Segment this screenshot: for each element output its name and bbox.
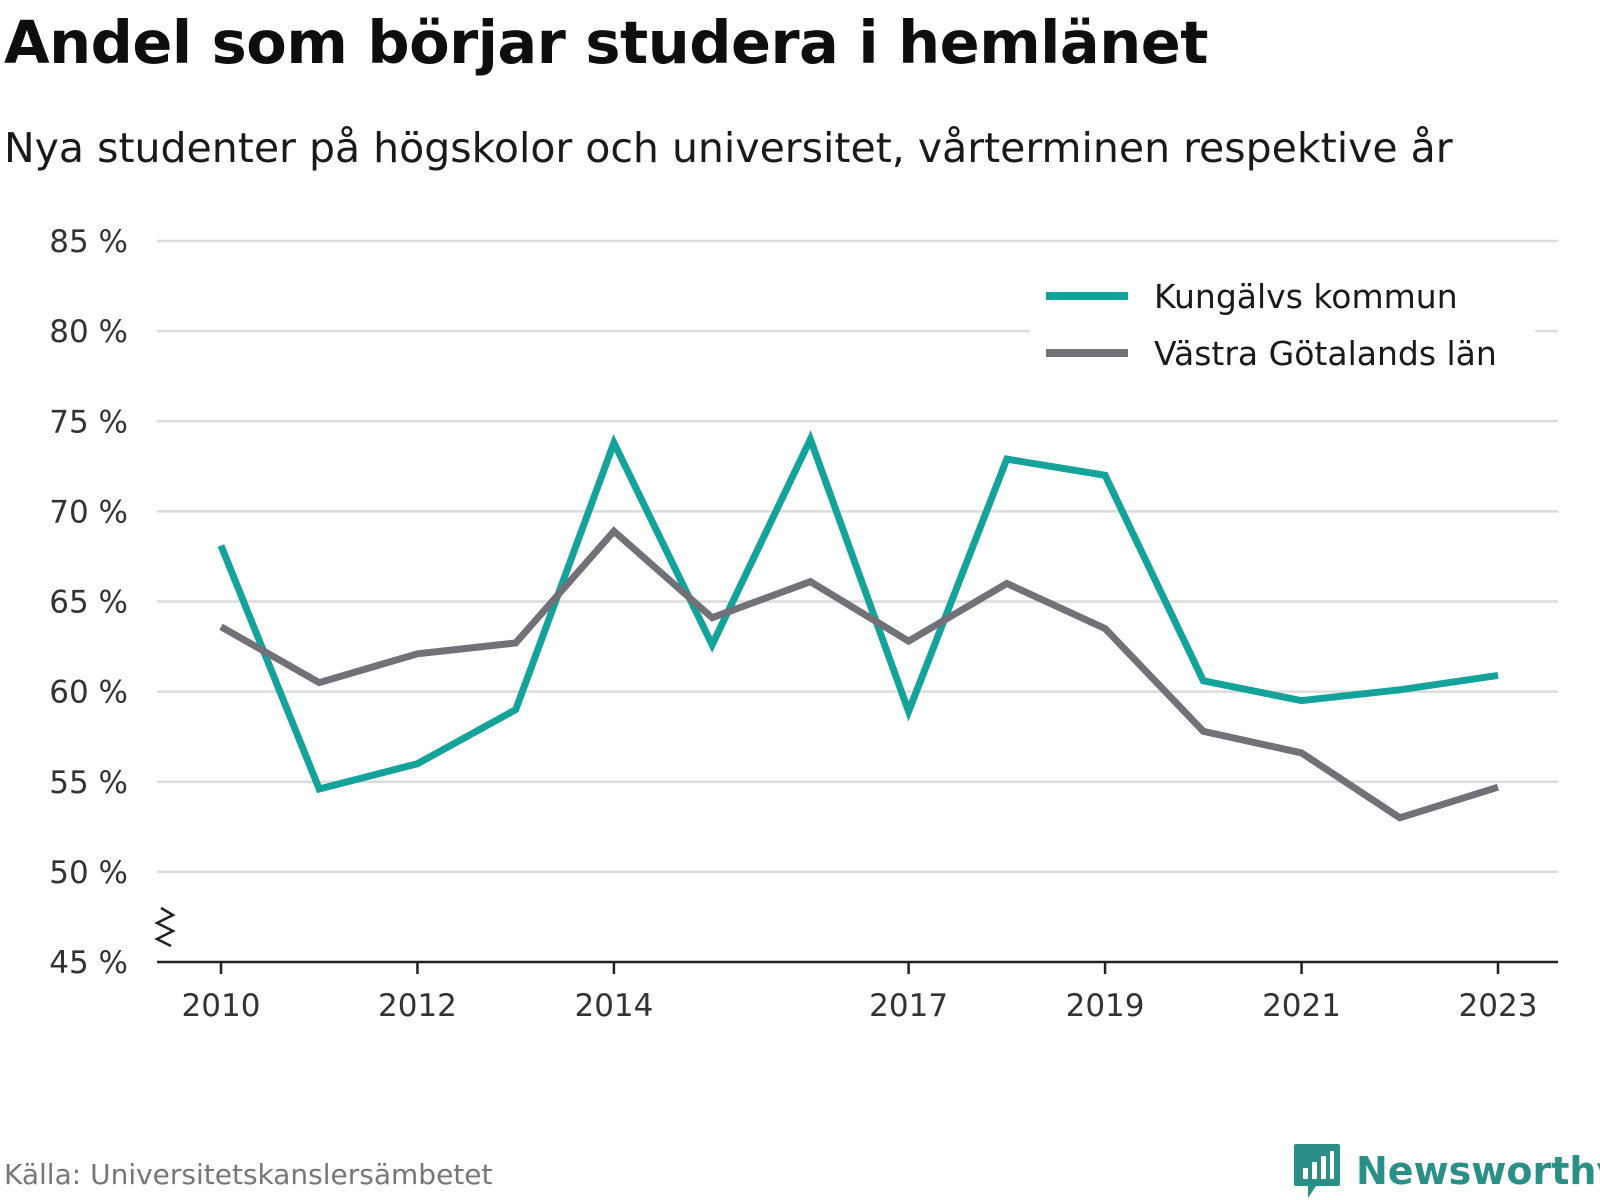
newsworthy-logo-icon [1294, 1144, 1340, 1198]
axis-break-icon [154, 906, 176, 948]
legend-label: Västra Götalands län [1154, 334, 1497, 373]
x-tick-label: 2010 [182, 988, 261, 1024]
y-tick-label: 75 % [49, 404, 128, 440]
x-axis-labels: 2010 2012 2014 2017 2019 2021 2023 [182, 988, 1538, 1024]
x-tick-label: 2019 [1066, 988, 1145, 1024]
chart-title: Andel som börjar studera i hemlänet [4, 8, 1208, 77]
y-tick-label: 45 % [49, 945, 128, 981]
x-tick-label: 2017 [869, 988, 948, 1024]
x-tick-label: 2023 [1459, 988, 1538, 1024]
y-tick-label: 65 % [49, 585, 128, 621]
source-note: Källa: Universitetskanslersämbetet [4, 1158, 493, 1191]
legend-label: Kungälvs kommun [1154, 277, 1458, 316]
line-chart: 45 % 50 % 55 % 60 % 65 % 70 % 75 % 80 % 85 % 201… [49, 224, 1558, 1024]
x-tick-label: 2014 [574, 988, 653, 1024]
brand-name: Newsworthy [1356, 1149, 1600, 1193]
series-line-vastra-gotaland [219, 526, 1500, 822]
y-tick-label: 80 % [49, 314, 128, 350]
legend: Kungälvs kommun Västra Götalands län [1030, 258, 1535, 380]
y-tick-label: 70 % [49, 494, 128, 530]
x-tick-label: 2021 [1262, 988, 1341, 1024]
x-tick-label: 2012 [378, 988, 457, 1024]
y-tick-label: 50 % [49, 855, 128, 891]
brand-logo: Newsworthy [1292, 1142, 1600, 1200]
chart-subtitle: Nya studenter på högskolor och universit… [4, 124, 1453, 172]
legend-background [1030, 258, 1535, 380]
y-axis-labels: 45 % 50 % 55 % 60 % 65 % 70 % 75 % 80 % 85 % [49, 224, 128, 981]
x-axis [154, 906, 1558, 974]
y-tick-label: 60 % [49, 675, 128, 711]
series-lines [217, 430, 1500, 822]
y-tick-label: 55 % [49, 765, 128, 801]
y-tick-label: 85 % [49, 224, 128, 260]
series-line-kungalv [217, 430, 1499, 794]
